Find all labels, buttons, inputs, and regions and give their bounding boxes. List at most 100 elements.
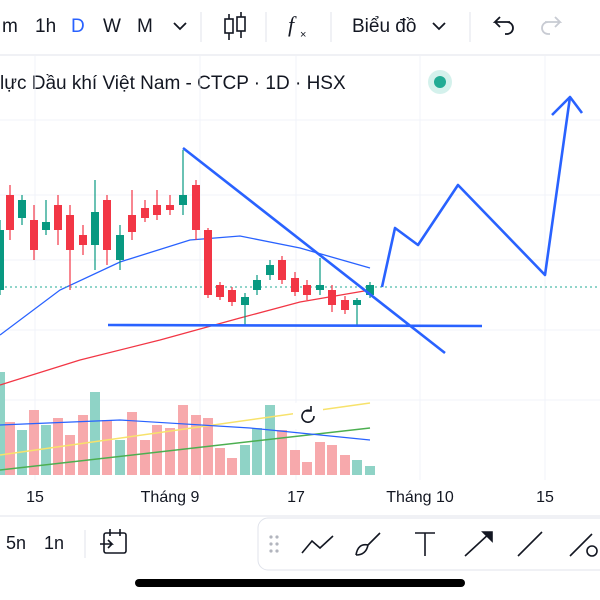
candle-body <box>303 285 311 295</box>
volume-bar <box>0 372 5 475</box>
volume-bar <box>90 392 100 475</box>
candle-body <box>241 297 249 305</box>
candle-body <box>42 222 50 230</box>
interval[interactable]: 1h <box>35 16 56 37</box>
pattern-tool[interactable] <box>301 535 334 554</box>
x-axis-label: Tháng 9 <box>141 489 200 506</box>
goto-date-icon[interactable] <box>100 529 127 554</box>
candle-body <box>166 205 174 210</box>
forecast-path <box>380 96 572 288</box>
volume-bar <box>127 412 137 475</box>
candle-body <box>153 205 161 215</box>
candle-body <box>103 200 111 250</box>
volume-bar <box>340 455 350 475</box>
volume-bar <box>277 430 287 475</box>
candle-body <box>66 215 74 250</box>
candle-body <box>91 212 99 245</box>
volume-bar <box>5 422 15 475</box>
volume-ma <box>0 427 371 471</box>
candle-body <box>141 208 149 218</box>
line-tool[interactable] <box>517 531 543 557</box>
volume-bar <box>240 445 250 475</box>
trend-line <box>182 146 446 355</box>
dropdown-icon[interactable] <box>432 22 446 31</box>
x-axis-label: 15 <box>26 489 44 506</box>
volume-bar <box>227 458 237 475</box>
ray-tool[interactable] <box>569 533 593 557</box>
candle-body <box>0 230 4 290</box>
candle-body <box>291 278 299 292</box>
drawing-tools-panel <box>257 517 600 571</box>
candle-body <box>328 290 336 305</box>
volume-bar <box>152 425 162 475</box>
chart-menu[interactable]: Biểu đồ <box>352 16 416 37</box>
volume-bar <box>365 466 375 475</box>
volume-bar <box>29 410 39 475</box>
brush-tool[interactable] <box>355 532 381 556</box>
reset-icon <box>301 406 315 423</box>
candle-body <box>6 195 14 230</box>
candle-body <box>18 200 26 218</box>
candle-body <box>341 300 349 310</box>
x-axis: 15 Tháng 9 17 Tháng 10 15 <box>26 489 554 506</box>
candle-body <box>30 220 38 250</box>
candle-body <box>204 230 212 295</box>
volume-bar <box>115 440 125 475</box>
candle-body <box>278 260 286 280</box>
volume-bar <box>302 462 312 475</box>
bottom-bar: 5n 1n <box>0 515 600 571</box>
volume-bar <box>165 428 175 475</box>
ma-line <box>0 235 371 336</box>
candle-body <box>353 300 361 305</box>
volume-bar <box>191 415 201 475</box>
interval[interactable]: W <box>103 16 121 37</box>
status-dot <box>434 76 446 88</box>
x-axis-label: Tháng 10 <box>386 489 454 506</box>
chart-title: lực Dầu khí Việt Nam - CTCP · 1D · HSX <box>0 73 346 94</box>
volume-bar <box>327 445 337 475</box>
indicator-icon[interactable]: × <box>300 29 306 41</box>
interval[interactable]: m <box>2 16 18 37</box>
ma-line <box>0 289 371 386</box>
home-indicator <box>135 579 465 587</box>
candle-body <box>179 195 187 205</box>
support-line <box>107 323 483 328</box>
dropdown-icon[interactable] <box>173 22 187 31</box>
volume-bar <box>140 440 150 475</box>
candle-body <box>128 215 136 232</box>
candles-icon[interactable] <box>224 12 246 40</box>
volume-bar <box>352 460 362 475</box>
plot-area <box>0 56 600 480</box>
candle-body <box>192 185 200 230</box>
candle-body <box>366 285 374 295</box>
drag-handle[interactable] <box>269 535 279 553</box>
range-button[interactable]: 1n <box>44 533 64 553</box>
candle-body <box>228 290 236 302</box>
x-axis-label: 17 <box>287 489 305 506</box>
indicator-icon[interactable]: f <box>288 12 297 37</box>
volume-ma <box>0 419 371 441</box>
volume-bar <box>178 405 188 475</box>
candle-body <box>316 285 324 290</box>
volume-bar <box>65 435 75 475</box>
reset-button[interactable] <box>293 402 323 430</box>
text-tool[interactable] <box>415 532 435 556</box>
range-button[interactable]: 5n <box>6 533 26 553</box>
undo-icon[interactable] <box>492 16 514 35</box>
interval[interactable]: M <box>137 16 153 37</box>
volume-bar <box>41 425 51 475</box>
candle-body <box>266 265 274 275</box>
interval-active[interactable]: D <box>71 16 85 37</box>
volume-bar <box>290 450 300 475</box>
candle-body <box>79 235 87 245</box>
x-axis-label: 15 <box>536 489 554 506</box>
top-toolbar: m 1h D W M f × Biểu đồ <box>2 12 563 42</box>
candle-body <box>216 285 224 297</box>
volume-bar <box>252 428 262 475</box>
volume-bar <box>215 448 225 475</box>
redo-icon[interactable] <box>541 16 563 35</box>
candle-body <box>116 235 124 260</box>
volume-bar <box>78 415 88 475</box>
